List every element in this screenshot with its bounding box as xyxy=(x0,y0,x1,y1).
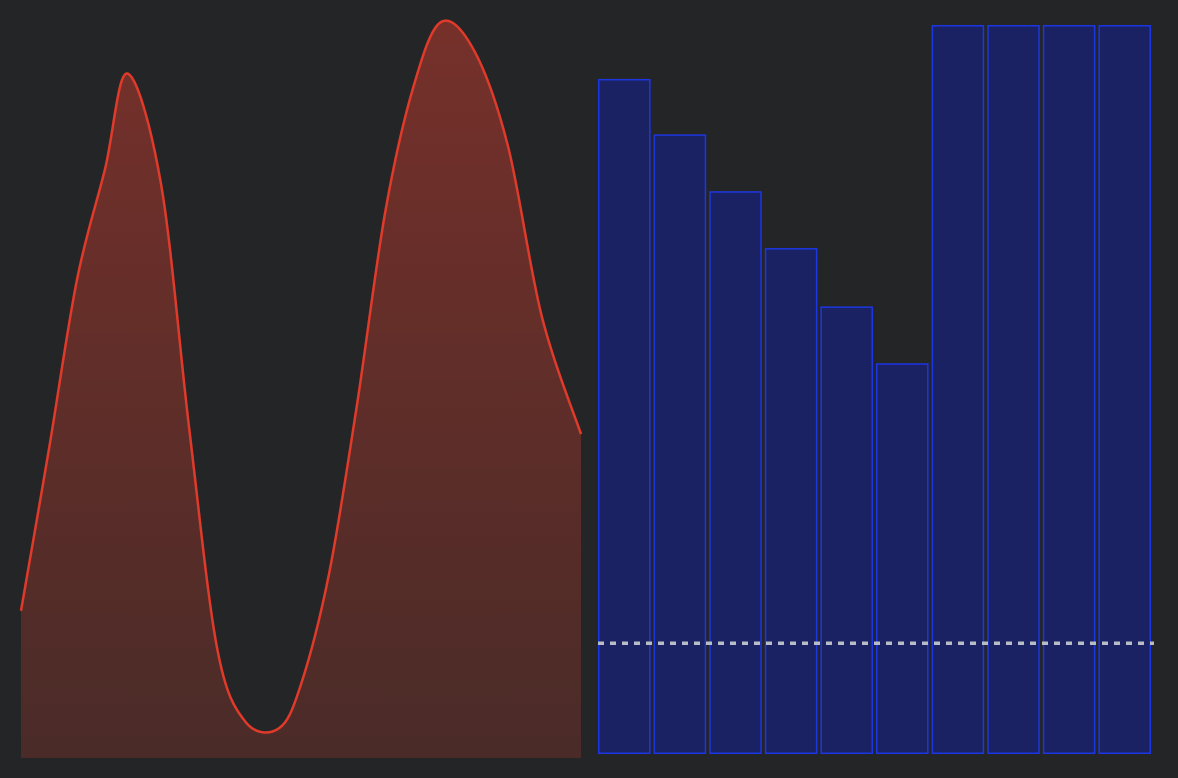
area-fill xyxy=(21,20,581,758)
bar-5 xyxy=(820,306,874,754)
bar-chart xyxy=(598,25,1154,755)
bar-8 xyxy=(987,25,1040,754)
area-chart xyxy=(19,19,583,758)
bar-10 xyxy=(1098,25,1152,754)
bar-6 xyxy=(876,363,929,754)
bar-7 xyxy=(931,25,985,754)
bar-2 xyxy=(653,134,707,755)
bar-1 xyxy=(598,78,651,755)
area-series-line xyxy=(19,19,583,734)
bar-9 xyxy=(1042,25,1096,754)
bar-4 xyxy=(764,248,818,754)
bar-3 xyxy=(709,191,762,755)
